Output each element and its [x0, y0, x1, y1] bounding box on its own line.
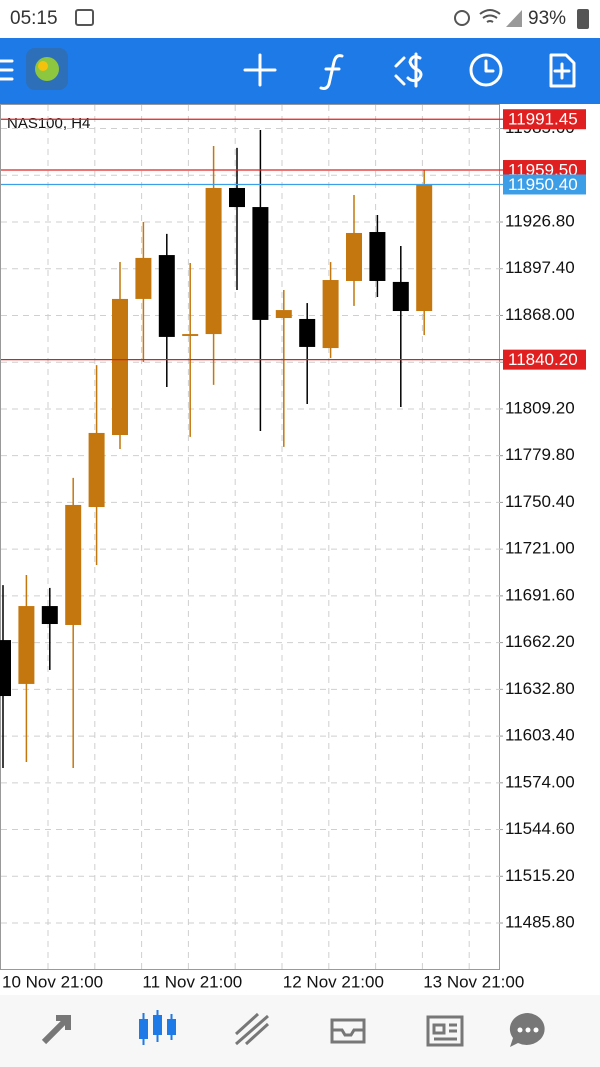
price-label-box	[503, 109, 586, 130]
candle-body	[0, 640, 11, 697]
y-tick-label: 11809.20	[505, 398, 575, 417]
news-tab[interactable]	[426, 1015, 464, 1047]
wifi-icon	[479, 9, 501, 23]
price-label-box	[503, 349, 586, 370]
candle-body	[369, 232, 386, 281]
candle-body	[88, 432, 105, 508]
menu-button[interactable]	[0, 59, 14, 81]
history-tab[interactable]	[330, 1018, 366, 1044]
x-tick-label: 13 Nov 21:00	[423, 972, 524, 991]
candle-body	[416, 184, 433, 312]
chart-title: NAS100, H4	[7, 115, 90, 132]
price-label-box	[503, 174, 586, 195]
status-time: 05:15	[10, 8, 58, 29]
y-tick-label: 11691.60	[505, 585, 575, 604]
trade-tab[interactable]	[234, 1012, 270, 1046]
x-tick-label: 11 Nov 21:00	[142, 972, 242, 991]
candle-body	[205, 187, 222, 335]
bottom-nav	[0, 995, 600, 1067]
candle-body	[392, 281, 409, 312]
objects-button[interactable]	[549, 53, 576, 88]
candle-body	[135, 257, 152, 299]
y-tick-label: 11603.40	[505, 726, 575, 745]
toolbar	[0, 38, 600, 104]
crosshair-button[interactable]	[243, 53, 277, 87]
price-label: 11950.40	[508, 175, 578, 194]
price-label: 11840.20	[508, 350, 578, 369]
messages-tab[interactable]	[509, 1012, 545, 1047]
y-tick-label: 11897.40	[505, 258, 575, 277]
indicators-button[interactable]	[319, 54, 344, 90]
candle-body	[112, 298, 128, 436]
candle-body	[229, 187, 245, 208]
y-tick-label: 11632.80	[505, 679, 575, 698]
candle-body	[346, 232, 362, 281]
chart-tab[interactable]	[139, 1010, 176, 1045]
signal-icon	[506, 10, 522, 27]
x-tick-label: 12 Nov 21:00	[283, 972, 384, 991]
alarm-icon	[454, 10, 470, 26]
trade-button[interactable]	[394, 52, 423, 88]
candle-body	[275, 310, 292, 319]
candle-body	[41, 606, 58, 625]
candle-body	[252, 207, 269, 320]
y-tick-label: 11750.40	[505, 492, 575, 511]
candle-body	[158, 255, 175, 337]
y-tick-label: 11662.20	[505, 632, 575, 651]
battery-level: 93%	[528, 8, 566, 29]
timeframe-button[interactable]	[469, 53, 503, 87]
y-tick-label: 11779.80	[505, 445, 575, 464]
price-label: 11991.45	[508, 110, 578, 129]
candle-body	[182, 334, 199, 336]
candle-body	[322, 280, 339, 349]
candle-body	[299, 318, 316, 347]
candle-body	[18, 606, 35, 684]
y-tick-label: 11868.00	[505, 305, 575, 324]
candle-body	[65, 504, 82, 625]
x-tick-label: 10 Nov 21:00	[2, 972, 103, 991]
y-tick-label: 11485.80	[505, 913, 575, 932]
battery-icon	[577, 9, 589, 29]
y-tick-label: 11515.20	[505, 866, 575, 885]
y-tick-label: 11574.00	[505, 772, 575, 791]
quotes-tab[interactable]	[41, 1015, 71, 1045]
y-tick-label: 11926.80	[505, 211, 575, 230]
status-bar	[0, 0, 600, 38]
gallery-icon	[75, 9, 94, 26]
y-tick-label: 11544.60	[505, 819, 575, 838]
y-tick-label: 11721.00	[505, 539, 575, 558]
